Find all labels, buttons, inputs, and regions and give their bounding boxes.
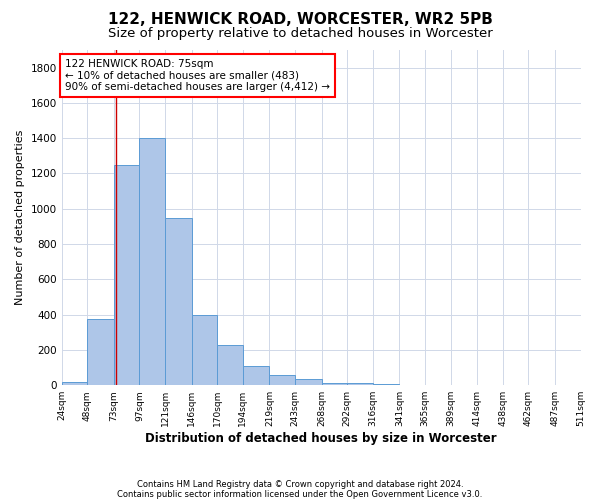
Bar — [62, 382, 87, 385]
Y-axis label: Number of detached properties: Number of detached properties — [15, 130, 25, 306]
Bar — [165, 218, 191, 385]
Text: Contains HM Land Registry data © Crown copyright and database right 2024.: Contains HM Land Registry data © Crown c… — [137, 480, 463, 489]
Bar — [243, 366, 269, 385]
Bar — [295, 379, 322, 385]
Text: 122, HENWICK ROAD, WORCESTER, WR2 5PB: 122, HENWICK ROAD, WORCESTER, WR2 5PB — [107, 12, 493, 28]
Text: 122 HENWICK ROAD: 75sqm
← 10% of detached houses are smaller (483)
90% of semi-d: 122 HENWICK ROAD: 75sqm ← 10% of detache… — [65, 59, 330, 92]
Bar — [217, 344, 243, 385]
Bar — [400, 384, 425, 385]
Text: Size of property relative to detached houses in Worcester: Size of property relative to detached ho… — [107, 28, 493, 40]
Bar — [347, 384, 373, 385]
X-axis label: Distribution of detached houses by size in Worcester: Distribution of detached houses by size … — [145, 432, 497, 445]
Bar — [139, 138, 165, 385]
Bar — [114, 164, 139, 385]
Bar — [191, 314, 217, 385]
Bar — [373, 384, 400, 385]
Bar — [269, 374, 295, 385]
Text: Contains public sector information licensed under the Open Government Licence v3: Contains public sector information licen… — [118, 490, 482, 499]
Bar — [87, 319, 114, 385]
Bar — [322, 382, 347, 385]
